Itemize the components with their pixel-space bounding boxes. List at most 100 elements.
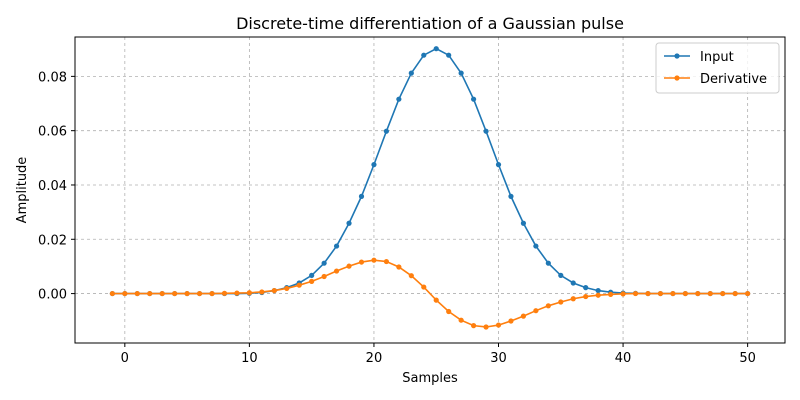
- derivative-point: [284, 285, 290, 292]
- input-point: [346, 220, 352, 226]
- derivative-point: [421, 284, 427, 290]
- input-point: [595, 287, 601, 294]
- input-point: [433, 46, 439, 52]
- x-axis-label: Samples: [402, 371, 458, 386]
- derivative-point: [109, 290, 115, 297]
- derivative-point: [309, 278, 315, 284]
- legend-input-marker: [674, 53, 680, 59]
- x-tick-label: 10: [241, 351, 258, 366]
- derivative-point: [196, 290, 203, 297]
- x-axis: 0 10 20 30 40 50: [121, 343, 756, 366]
- derivative-point: [533, 308, 539, 314]
- x-tick-label: 20: [366, 351, 383, 366]
- derivative-point: [695, 290, 701, 297]
- input-point: [508, 193, 514, 199]
- input-point: [483, 128, 489, 134]
- input-point: [383, 128, 390, 134]
- derivative-point: [707, 290, 713, 297]
- derivative-point: [383, 258, 390, 265]
- x-tick-label: 50: [739, 351, 756, 366]
- legend-derivative-label: Derivative: [700, 72, 767, 87]
- derivative-point: [745, 290, 751, 297]
- derivative-point: [396, 264, 402, 270]
- derivative-point: [433, 297, 439, 303]
- derivative-point: [147, 290, 153, 297]
- input-point: [309, 272, 315, 278]
- x-tick-label: 30: [490, 351, 507, 366]
- input-point: [458, 70, 464, 76]
- input-point: [321, 260, 327, 266]
- derivative-point: [545, 303, 551, 309]
- derivative-point: [470, 323, 477, 329]
- derivative-point: [184, 290, 190, 297]
- derivative-point: [172, 290, 178, 297]
- derivative-point: [122, 290, 128, 297]
- input-point: [495, 162, 502, 168]
- derivative-point: [446, 308, 452, 315]
- input-point: [408, 70, 414, 76]
- derivative-point: [458, 317, 464, 323]
- derivative-point: [732, 290, 738, 297]
- derivative-point: [558, 299, 564, 305]
- derivative-point: [570, 296, 576, 302]
- derivative-point: [134, 290, 140, 297]
- y-tick-label: 0.08: [38, 70, 67, 85]
- derivative-point: [408, 273, 414, 279]
- input-point: [446, 52, 452, 58]
- derivative-point: [583, 293, 589, 300]
- derivative-point: [259, 289, 265, 295]
- series-layer: [109, 46, 751, 330]
- input-point: [470, 96, 477, 102]
- derivative-point: [346, 263, 352, 269]
- y-tick-label: 0.02: [38, 233, 67, 248]
- derivative-point: [670, 290, 676, 297]
- derivative-point: [321, 273, 327, 280]
- input-point: [583, 285, 589, 291]
- derivative-point: [657, 290, 664, 297]
- derivative-point: [645, 290, 651, 297]
- legend: Input Derivative: [655, 42, 780, 94]
- derivative-point: [271, 287, 277, 294]
- derivative-point: [159, 290, 165, 297]
- derivative-point: [483, 324, 489, 330]
- derivative-point: [221, 290, 228, 296]
- input-point: [533, 243, 539, 249]
- input-point: [358, 193, 365, 199]
- derivative-point: [333, 268, 340, 274]
- derivative-point: [234, 290, 240, 296]
- derivative-point: [620, 291, 626, 297]
- derivative-point: [371, 257, 377, 263]
- derivative-point: [682, 290, 688, 297]
- input-line: [112, 47, 748, 295]
- plot-area-frame: [74, 36, 786, 344]
- legend-input-label: Input: [700, 50, 734, 65]
- input-point: [371, 162, 377, 168]
- input-point: [558, 272, 564, 278]
- input-point: [421, 52, 427, 58]
- derivative-point: [246, 290, 252, 296]
- y-tick-label: 0.00: [38, 288, 67, 303]
- derivative-point: [296, 282, 302, 288]
- input-point: [333, 243, 340, 249]
- input-point: [545, 260, 551, 266]
- derivative-point: [595, 292, 601, 298]
- series-derivative: [109, 257, 751, 330]
- derivative-point: [608, 291, 614, 297]
- derivative-point: [632, 290, 639, 297]
- derivative-line: [112, 259, 748, 328]
- x-tick-label: 40: [615, 351, 632, 366]
- derivative-point: [358, 259, 365, 265]
- derivative-point: [495, 322, 502, 328]
- derivative-point: [508, 318, 514, 324]
- y-axis-label: Amplitude: [15, 157, 30, 224]
- y-tick-label: 0.06: [38, 125, 67, 140]
- input-point: [396, 96, 402, 102]
- derivative-point: [520, 313, 527, 319]
- derivative-point: [720, 290, 726, 297]
- input-point: [520, 220, 527, 226]
- x-tick-label: 0: [121, 351, 129, 366]
- y-axis: 0.00 0.02 0.04 0.06 0.08: [38, 70, 75, 303]
- chart-title: Discrete-time differentiation of a Gauss…: [236, 14, 624, 33]
- legend-derivative-marker: [674, 75, 680, 81]
